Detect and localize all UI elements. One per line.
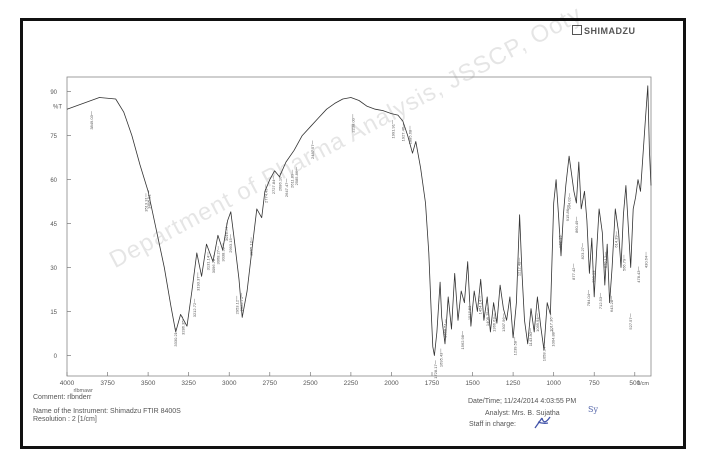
peak-label: 1517.53 xyxy=(467,305,472,320)
peak-label: 2993.15 xyxy=(228,238,233,253)
peak-label: 3038.39 xyxy=(221,246,226,261)
peak-label: 3131.14 xyxy=(205,255,210,270)
instrument-name: Name of the Instrument: Shimadzu FTIR 84… xyxy=(33,408,181,415)
y-tick-label: 0 xyxy=(54,354,58,360)
peak-label: 3068.27 xyxy=(216,249,221,264)
peak-label: 1668.51 xyxy=(443,323,448,338)
x-tick-label: 1250 xyxy=(506,380,521,387)
peak-label: 2611.89 xyxy=(290,173,295,188)
peak-label: 1143.80 xyxy=(528,331,533,346)
analyst-signature: Sy xyxy=(588,405,598,414)
peak-label: 2774.49 xyxy=(263,188,268,203)
x-tick-label: 2250 xyxy=(344,380,359,387)
peak-label: 3193.37 xyxy=(195,276,200,291)
x-tick-label: 3000 xyxy=(222,380,237,387)
x-tick-label: 3250 xyxy=(181,380,196,387)
x-tick-label: 2750 xyxy=(263,380,278,387)
peak-label: 527.57 xyxy=(628,317,633,330)
x-tick-label: 500 xyxy=(629,380,640,387)
peak-label: 860.49 xyxy=(574,220,579,233)
peak-label: 1991.91 xyxy=(390,123,395,138)
brand-label: SHIMADZU xyxy=(584,26,636,36)
peak-label: 1366.63 xyxy=(492,317,497,332)
peak-label: 1212.48 xyxy=(517,261,522,276)
peak-label: 904.02 xyxy=(567,197,572,210)
peak-label: 3286.35 xyxy=(180,320,185,335)
peak-label: 2925.71 xyxy=(239,296,244,311)
logo-mark-icon xyxy=(572,25,582,35)
analyst-text: Analyst: Mrs. B. Sujatha xyxy=(485,410,560,417)
peak-label: 1885.68 xyxy=(408,129,413,144)
peak-label: 823.27 xyxy=(580,246,585,259)
peak-label: 755.59 xyxy=(591,270,596,283)
comment-text: Comment: rlbnderr xyxy=(33,394,92,401)
peak-label: 1562.98 xyxy=(460,334,465,349)
x-tick-label: 4000 xyxy=(60,380,75,387)
peak-label: 430.64 xyxy=(644,255,649,268)
peak-label: 2647.47 xyxy=(284,182,289,197)
peak-label: 3016.77 xyxy=(224,226,229,241)
peak-label: 1307.96 xyxy=(501,317,506,332)
staff-signature-icon xyxy=(534,416,551,429)
peak-label: 784.04 xyxy=(586,293,591,306)
peak-label: 566.79 xyxy=(621,258,626,271)
peak-label: 1058.94 xyxy=(542,346,547,361)
y-tick-label: 45 xyxy=(50,222,57,228)
peak-label: 3849.03 xyxy=(89,114,94,129)
y-tick-label: 75 xyxy=(50,134,57,140)
report-frame xyxy=(20,18,686,449)
peak-label: 2487.57 xyxy=(310,144,315,159)
y-axis-label: %T xyxy=(53,104,62,110)
peak-label: 478.43 xyxy=(636,270,641,283)
peak-label: 1099.94 xyxy=(535,317,540,332)
peak-label: 643.28 xyxy=(609,299,614,312)
peak-label: 1454.14 xyxy=(478,299,483,314)
x-tick-label: 1000 xyxy=(546,380,561,387)
peak-label: 2585.86 xyxy=(294,170,299,185)
spectrum-line xyxy=(66,85,652,356)
peak-label: 962.13 xyxy=(557,235,562,248)
plot-area xyxy=(66,76,652,377)
peak-label: 3212.72 xyxy=(192,302,197,317)
x-tick-label: 3750 xyxy=(100,380,115,387)
peak-label: 2686.16 xyxy=(278,176,283,191)
peak-label: 1927.46 xyxy=(401,126,406,141)
x-tick-label: 750 xyxy=(589,380,600,387)
x-axis-label: 1/cm xyxy=(637,381,649,387)
peak-label: 3330.21 xyxy=(173,331,178,346)
y-tick-label: 90 xyxy=(50,90,57,96)
y-tick-label: 60 xyxy=(50,178,57,184)
x-tick-label: 3500 xyxy=(141,380,156,387)
y-tick-label: 15 xyxy=(50,310,57,316)
staff-in-charge-label: Staff in charge: xyxy=(469,421,516,428)
y-tick-label: 30 xyxy=(50,266,57,272)
x-tick-label: 2500 xyxy=(303,380,318,387)
peak-label: 712.53 xyxy=(598,296,603,309)
peak-label: 877.42 xyxy=(571,267,576,280)
x-tick-label: 1750 xyxy=(425,380,440,387)
peak-label: 614.39 xyxy=(614,235,619,248)
peak-label: 679.13 xyxy=(603,255,608,268)
peak-label: 2865.12 xyxy=(249,240,254,255)
x-tick-label: 2000 xyxy=(384,380,399,387)
datetime-text: Date/Time; 11/24/2014 4:03:55 PM xyxy=(468,398,577,405)
peak-label: 1728.17 xyxy=(433,364,438,379)
peak-label: 2238.00 xyxy=(350,117,355,132)
peak-label: 3513.31 xyxy=(144,197,149,212)
peak-label: 1239.58 xyxy=(512,340,517,355)
peak-label: 2953.12 xyxy=(234,299,239,314)
peak-label: 1695.43 xyxy=(438,352,443,367)
x-axis-note: rlbmawr xyxy=(73,388,93,394)
x-tick-label: 1500 xyxy=(465,380,480,387)
shimadzu-logo: SHIMADZU xyxy=(572,25,636,36)
peak-label: 3495.81 xyxy=(146,194,151,209)
peak-label: 3096.72 xyxy=(211,258,216,273)
peak-label: 1004.88 xyxy=(550,331,555,346)
peak-label: 2727.84 xyxy=(271,179,276,194)
peak-label: 915.86 xyxy=(565,208,570,221)
peak-label: 1408.75 xyxy=(485,311,490,326)
resolution-text: Resolution : 2 [1/cm] xyxy=(33,416,97,423)
peak-label: 1017.36 xyxy=(548,317,553,332)
